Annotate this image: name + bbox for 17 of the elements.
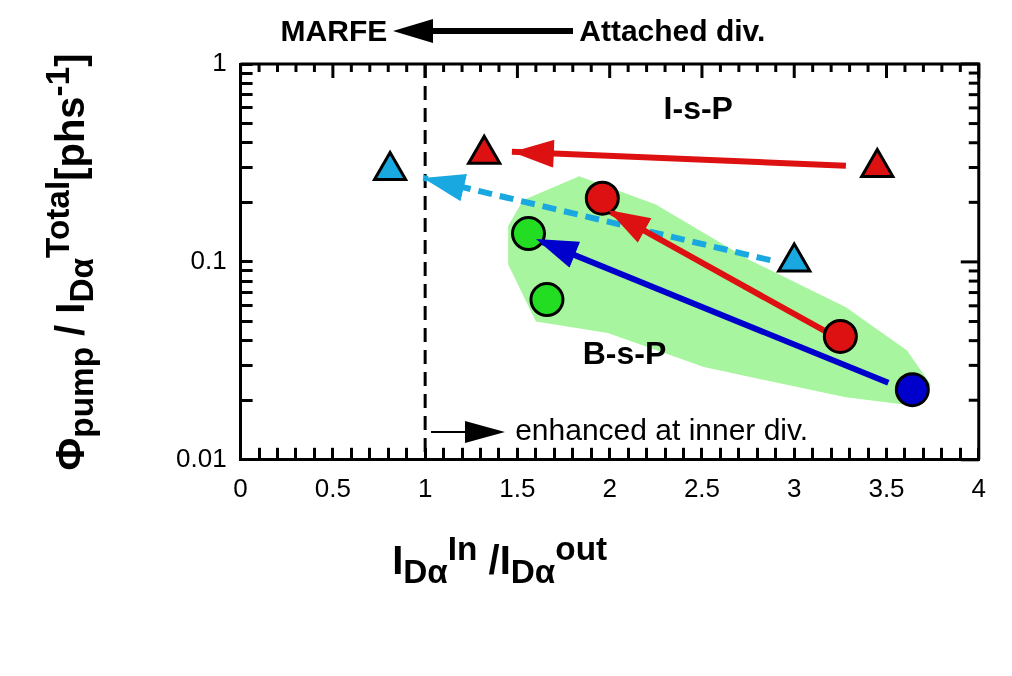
x-tick-label: 2 <box>602 472 617 503</box>
text: Attached div. <box>579 14 766 48</box>
x-tick-label: 0.5 <box>314 472 351 503</box>
x-tick-label: 0 <box>233 472 248 503</box>
y-tick-label: 0.01 <box>175 442 227 473</box>
y-tick-label: 0.1 <box>190 245 227 276</box>
x-tick-label: 2.5 <box>683 472 721 503</box>
text: MARFE <box>280 14 388 48</box>
x-tick-label: 3 <box>786 472 802 503</box>
y-tick-label: 1 <box>212 47 227 78</box>
x-tick-label: 3.5 <box>868 472 905 503</box>
x-tick-label: 1.5 <box>499 472 536 503</box>
x-tick-label: 1 <box>417 472 433 503</box>
annotation: I-s-P <box>663 90 733 127</box>
ref-line-label: enhanced at inner div. <box>515 413 809 447</box>
annotation: B-s-P <box>582 334 667 372</box>
x-tick-label: 4 <box>971 472 986 503</box>
